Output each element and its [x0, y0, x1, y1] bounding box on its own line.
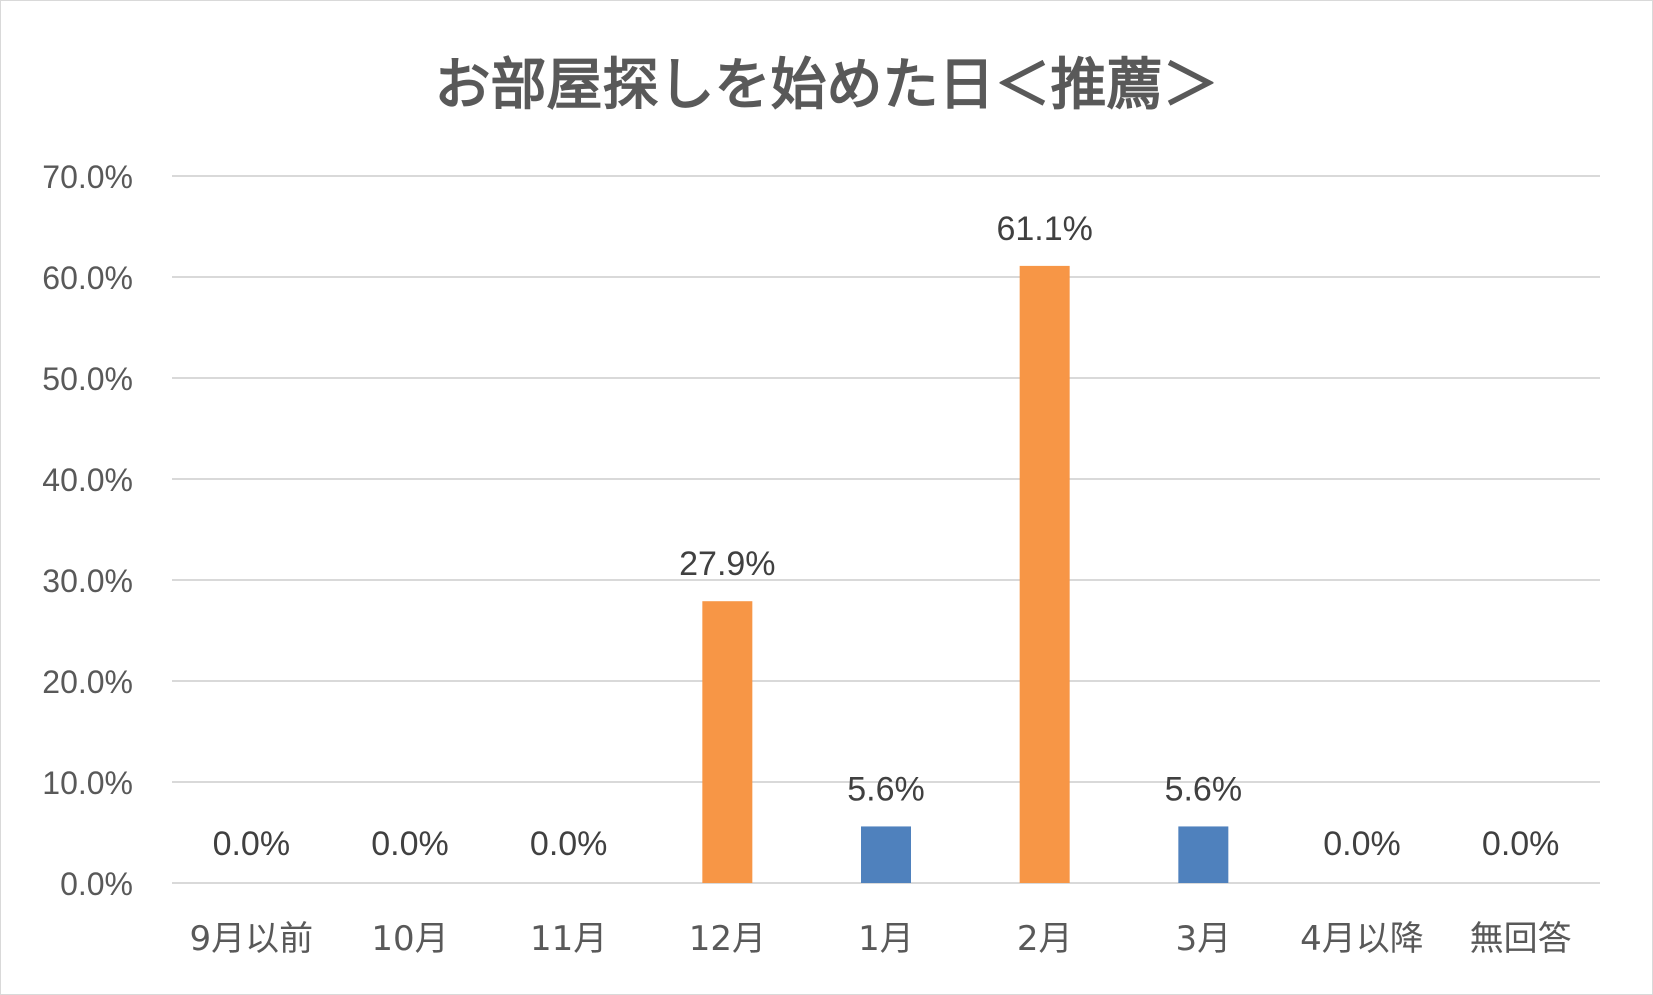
- x-tick-label: 12月: [689, 919, 766, 959]
- y-axis-ticks: 0.0% 10.0% 20.0% 30.0% 40.0% 50.0% 60.0% 70.0%: [42, 159, 133, 902]
- x-tick-label: 10月: [371, 919, 448, 959]
- x-tick-label: 無回答: [1470, 919, 1572, 959]
- y-tick-label: 70.0%: [42, 159, 133, 195]
- bar: [702, 601, 753, 883]
- data-label: 0.0%: [1482, 825, 1560, 863]
- data-label: 0.0%: [530, 825, 608, 863]
- y-tick-label: 50.0%: [42, 361, 133, 397]
- x-tick-label: 3月: [1176, 919, 1232, 959]
- bar: [1019, 265, 1070, 883]
- data-labels: 0.0% 0.0% 0.0% 27.9% 5.6% 61.1% 5.6% 0.0% 0.0%: [213, 210, 1560, 863]
- data-label: 0.0%: [213, 825, 291, 863]
- x-tick-label: 9月以前: [190, 919, 314, 959]
- bar: [861, 826, 911, 883]
- x-tick-label: 1月: [858, 919, 914, 959]
- y-tick-label: 10.0%: [42, 765, 133, 801]
- y-tick-label: 20.0%: [42, 664, 133, 700]
- y-tick-label: 30.0%: [42, 563, 133, 599]
- data-label: 27.9%: [679, 545, 775, 583]
- gridlines: [172, 175, 1600, 884]
- y-tick-label: 60.0%: [42, 260, 133, 296]
- y-tick-label: 40.0%: [42, 462, 133, 498]
- data-label: 5.6%: [1165, 770, 1243, 808]
- x-tick-label: 11月: [530, 919, 607, 959]
- data-label: 5.6%: [847, 770, 925, 808]
- bars: [702, 265, 1229, 883]
- chart-title: お部屋探しを始めた日＜推薦＞: [434, 53, 1219, 118]
- data-label: 0.0%: [1323, 825, 1401, 863]
- data-label: 0.0%: [371, 825, 449, 863]
- bar: [1178, 826, 1229, 883]
- x-tick-label: 2月: [1017, 919, 1073, 959]
- x-tick-label: 4月以降: [1300, 919, 1424, 959]
- x-axis-ticks: 9月以前 10月 11月 12月 1月 2月 3月 4月以降 無回答: [190, 919, 1572, 959]
- data-label: 61.1%: [996, 210, 1092, 248]
- y-tick-label: 0.0%: [60, 866, 133, 902]
